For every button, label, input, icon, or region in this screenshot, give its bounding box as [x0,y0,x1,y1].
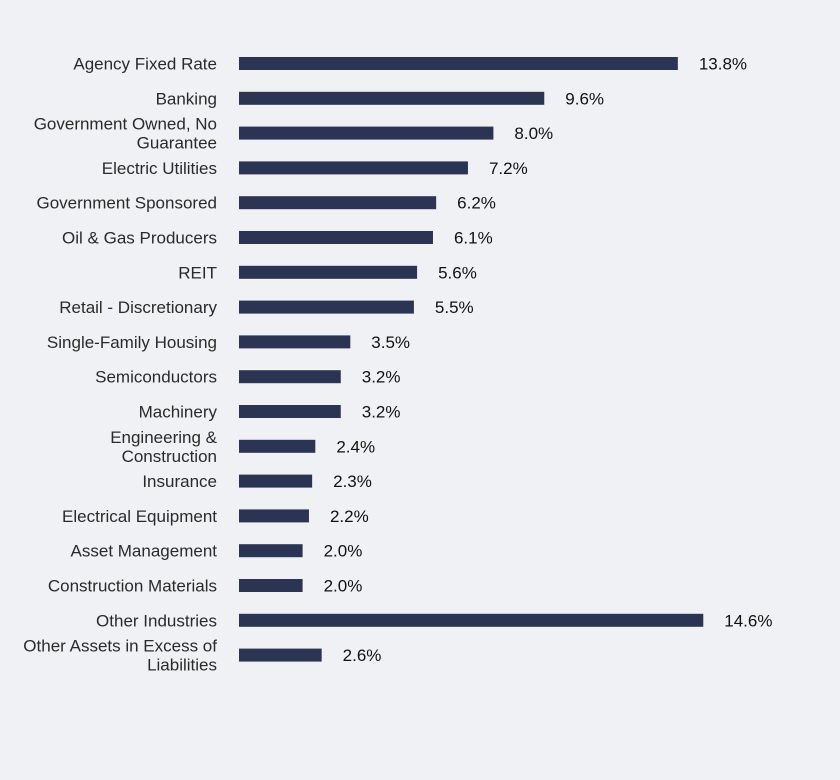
bar [239,370,341,384]
category-label: Other Industries [96,611,217,630]
bar [239,335,351,349]
value-label: 2.6% [343,646,382,665]
bar-row: Agency Fixed Rate 13.8% [73,55,747,74]
value-label: 13.8% [699,55,747,74]
category-label: Agency Fixed Rate [73,55,217,74]
bar-row: Other Industries 14.6% [96,611,772,630]
category-label: Oil & Gas Producers [62,229,217,248]
category-label: Government Sponsored [37,194,218,213]
bar [239,613,704,627]
bar-row: Insurance 2.3% [142,472,372,491]
bar-row: Single-Family Housing 3.5% [47,333,410,352]
bar-row: Asset Management 2.0% [71,542,363,561]
bar [239,196,437,210]
category-label: Asset Management [71,542,218,561]
value-label: 5.6% [438,263,477,282]
value-label: 6.2% [457,194,496,213]
value-label: 7.2% [489,159,528,178]
bar-row: Banking 9.6% [156,89,604,108]
value-label: 6.1% [454,229,493,248]
category-label: Insurance [142,472,217,491]
bar [239,474,313,488]
bar [239,231,433,244]
bar-row: Machinery 3.2% [139,403,401,422]
bar-row: Other Assets in Excess of Liabilities 2.6% [23,637,381,675]
bar-row: Construction Materials 2.0% [48,577,362,596]
bar [239,57,678,70]
value-label: 2.0% [324,542,363,561]
category-label: Machinery [139,403,218,422]
value-label: 3.5% [371,333,410,352]
value-label: 2.3% [333,472,372,491]
bar-row: Government Sponsored 6.2% [37,194,496,213]
value-label: 2.2% [330,507,369,526]
bar [239,579,303,592]
value-label: 8.0% [514,124,553,143]
category-label: Electric Utilities [102,159,217,178]
bar-row: Semiconductors 3.2% [95,368,400,387]
bar-row: Engineering & Construction 2.4% [110,428,375,466]
bar [239,161,468,175]
value-label: 2.0% [324,577,363,596]
bar [239,439,316,453]
value-label: 3.2% [362,403,401,422]
value-label: 14.6% [724,611,772,630]
category-label: Construction Materials [48,577,217,596]
value-label: 3.2% [362,368,401,387]
bar [239,300,414,314]
category-label: Banking [156,89,217,108]
category-label: Government Owned, No Guarantee [34,115,217,153]
bars-group: Agency Fixed Rate 13.8% Banking 9.6% Governm… [23,55,772,675]
bar-row: Government Owned, No Guarantee 8.0% [34,115,553,153]
bar [239,509,309,523]
category-label: Retail - Discretionary [59,298,217,317]
bar-row: Retail - Discretionary 5.5% [59,298,473,317]
category-label: REIT [178,263,217,282]
bar [239,126,494,140]
bar [239,544,303,558]
bar-row: Oil & Gas Producers 6.1% [62,229,493,248]
bar [239,405,341,418]
bar [239,648,322,662]
bar [239,91,545,105]
value-label: 2.4% [336,437,375,456]
bar-row: Electric Utilities 7.2% [102,159,528,178]
category-label: Engineering & Construction [110,428,217,466]
category-label: Electrical Equipment [62,507,217,526]
category-label: Other Assets in Excess of Liabilities [23,637,217,675]
category-label: Semiconductors [95,368,217,387]
category-label: Single-Family Housing [47,333,217,352]
bar [239,265,418,279]
bar-row: Electrical Equipment 2.2% [62,507,369,526]
value-label: 5.5% [435,298,474,317]
bar-row: REIT 5.6% [178,263,477,282]
value-label: 9.6% [565,89,604,108]
